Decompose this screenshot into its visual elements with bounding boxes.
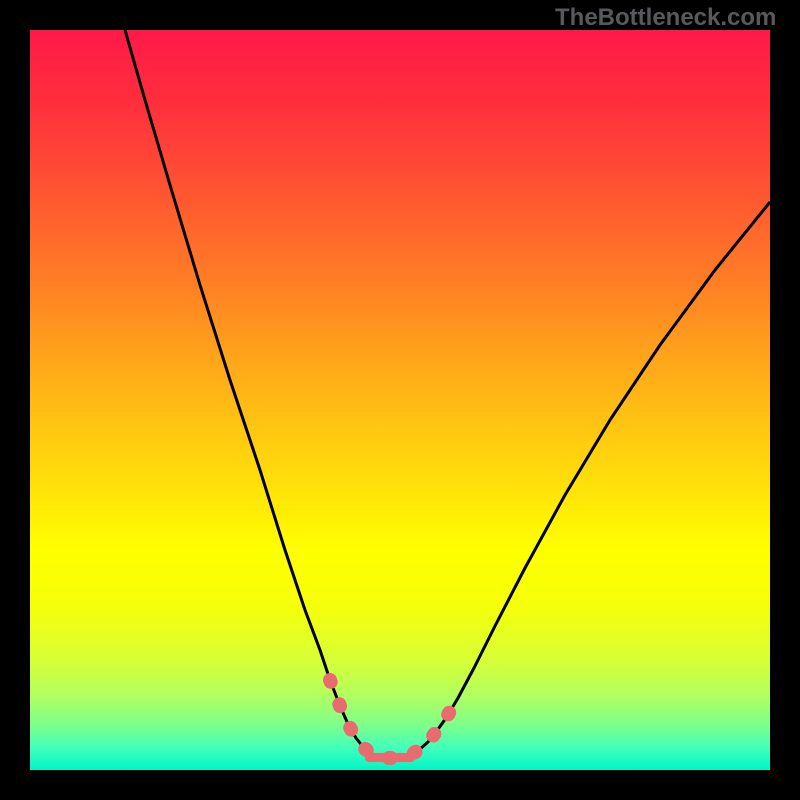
watermark-label: TheBottleneck.com xyxy=(555,4,776,32)
plot-area xyxy=(30,30,770,770)
chart-svg xyxy=(30,30,770,770)
chart-container: TheBottleneck.com xyxy=(0,0,800,800)
sweet-spot-bar xyxy=(365,753,415,762)
gradient-background xyxy=(30,30,770,770)
